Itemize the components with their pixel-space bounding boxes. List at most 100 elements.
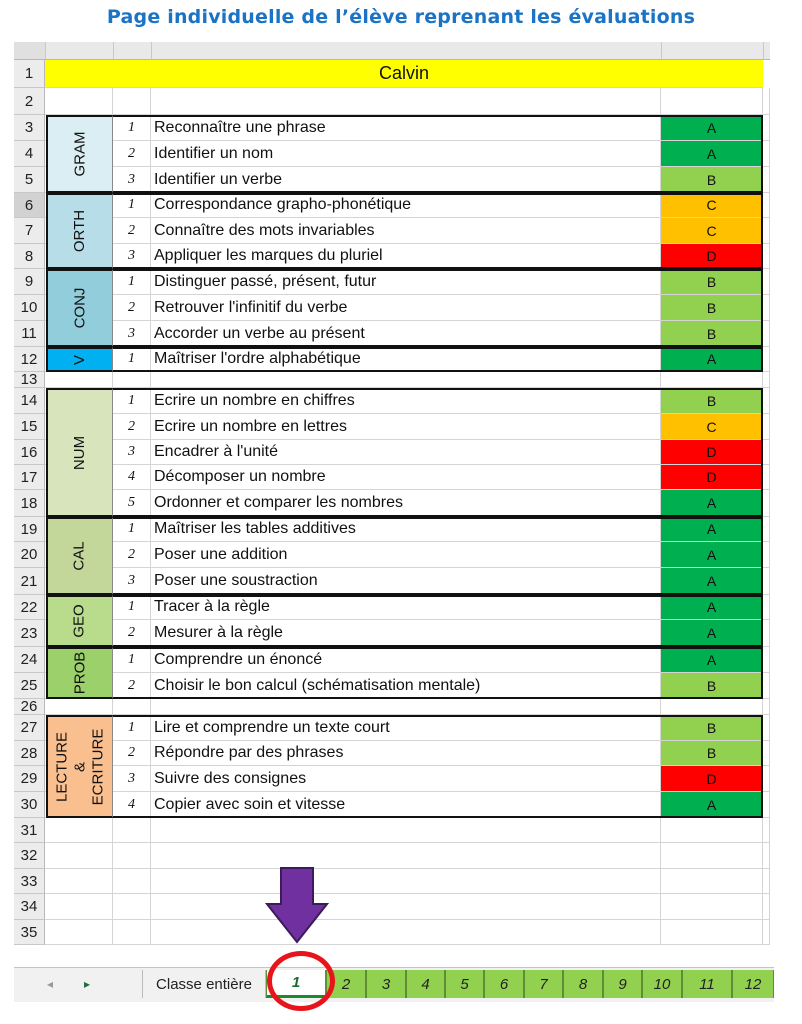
grade-cell[interactable]: D	[661, 244, 763, 269]
skill-label-cell[interactable]: Appliquer les marques du pluriel	[151, 244, 661, 269]
skill-label-cell[interactable]	[151, 699, 661, 715]
domain-label-cell[interactable]: NUM	[46, 388, 113, 517]
empty-cell[interactable]	[763, 167, 770, 193]
row-number[interactable]: 24	[14, 647, 45, 673]
empty-cell[interactable]	[763, 647, 770, 673]
domain-cell[interactable]	[45, 372, 113, 388]
empty-cell[interactable]	[763, 920, 770, 945]
skill-label-cell[interactable]	[151, 843, 661, 869]
grade-cell[interactable]: A	[661, 347, 763, 372]
row-number[interactable]: 18	[14, 490, 45, 517]
grade-cell[interactable]: A	[661, 792, 763, 818]
row-number[interactable]: 23	[14, 620, 45, 647]
item-number-cell[interactable]: 2	[113, 673, 151, 699]
item-number-cell[interactable]	[113, 372, 151, 388]
grade-cell[interactable]: A	[661, 620, 763, 647]
item-number-cell[interactable]: 1	[113, 347, 151, 372]
item-number-cell[interactable]: 1	[113, 517, 151, 542]
tab-sheet-4[interactable]: 4	[406, 970, 445, 998]
item-number-cell[interactable]: 3	[113, 321, 151, 347]
row-number[interactable]: 12	[14, 347, 45, 372]
item-number-cell[interactable]: 2	[113, 620, 151, 647]
grade-cell[interactable]	[661, 818, 763, 843]
skill-label-cell[interactable]: Ecrire un nombre en lettres	[151, 414, 661, 440]
grade-cell[interactable]: B	[661, 741, 763, 766]
item-number-cell[interactable]: 1	[113, 269, 151, 295]
grade-cell[interactable]: D	[661, 440, 763, 465]
grade-cell[interactable]: A	[661, 517, 763, 542]
empty-cell[interactable]	[763, 372, 770, 388]
empty-cell[interactable]	[763, 699, 770, 715]
grade-cell[interactable]: A	[661, 141, 763, 167]
empty-cell[interactable]	[763, 388, 770, 414]
grade-cell[interactable]: D	[661, 766, 763, 792]
row-number[interactable]: 29	[14, 766, 45, 792]
skill-label-cell[interactable]: Suivre des consignes	[151, 766, 661, 792]
domain-cell[interactable]	[45, 920, 113, 945]
empty-cell[interactable]	[763, 894, 770, 920]
row-number[interactable]: 27	[14, 715, 45, 741]
item-number-cell[interactable]: 2	[113, 542, 151, 568]
row-number[interactable]: 9	[14, 269, 45, 295]
empty-cell[interactable]	[763, 595, 770, 620]
item-number-cell[interactable]	[113, 920, 151, 945]
tab-classe-entiere[interactable]: Classe entière	[142, 970, 266, 998]
skill-label-cell[interactable]: Identifier un nom	[151, 141, 661, 167]
row-number[interactable]: 28	[14, 741, 45, 766]
domain-label-cell[interactable]: CONJ	[46, 269, 113, 347]
empty-cell[interactable]	[763, 818, 770, 843]
empty-cell[interactable]	[763, 347, 770, 372]
skill-label-cell[interactable]: Répondre par des phrases	[151, 741, 661, 766]
row-number[interactable]: 6	[14, 193, 45, 218]
grade-cell[interactable]: B	[661, 673, 763, 699]
skill-label-cell[interactable]	[151, 372, 661, 388]
skill-label-cell[interactable]: Maîtriser l'ordre alphabétique	[151, 347, 661, 372]
empty-cell[interactable]	[763, 568, 770, 595]
grade-cell[interactable]: D	[661, 465, 763, 490]
item-number-cell[interactable]	[113, 818, 151, 843]
empty-cell[interactable]	[763, 193, 770, 218]
empty-cell[interactable]	[763, 414, 770, 440]
item-number-cell[interactable]: 1	[113, 715, 151, 741]
grade-cell[interactable]: A	[661, 595, 763, 620]
empty-cell[interactable]	[763, 321, 770, 347]
item-number-cell[interactable]: 2	[113, 741, 151, 766]
row-number[interactable]: 11	[14, 321, 45, 347]
tab-sheet-3[interactable]: 3	[366, 970, 406, 998]
tab-sheet-12[interactable]: 12	[732, 970, 774, 998]
empty-cell[interactable]	[763, 465, 770, 490]
tab-sheet-11[interactable]: 11	[682, 970, 732, 998]
empty-cell[interactable]	[763, 218, 770, 244]
skill-label-cell[interactable]: Connaître des mots invariables	[151, 218, 661, 244]
item-number-cell[interactable]: 1	[113, 647, 151, 673]
grade-cell[interactable]: C	[661, 193, 763, 218]
item-number-cell[interactable]: 1	[113, 193, 151, 218]
row-number[interactable]: 5	[14, 167, 45, 193]
item-number-cell[interactable]: 1	[113, 595, 151, 620]
domain-cell[interactable]	[45, 818, 113, 843]
empty-cell[interactable]	[763, 88, 770, 115]
grade-cell[interactable]: A	[661, 647, 763, 673]
grade-cell[interactable]: A	[661, 115, 763, 141]
skill-label-cell[interactable]: Décomposer un nombre	[151, 465, 661, 490]
tab-sheet-8[interactable]: 8	[563, 970, 603, 998]
empty-cell[interactable]	[763, 517, 770, 542]
grade-cell[interactable]	[661, 372, 763, 388]
grade-cell[interactable]: C	[661, 218, 763, 244]
skill-label-cell[interactable]: Mesurer à la règle	[151, 620, 661, 647]
domain-cell[interactable]	[45, 88, 113, 115]
grade-cell[interactable]	[661, 869, 763, 894]
grade-cell[interactable]: B	[661, 269, 763, 295]
empty-cell[interactable]	[763, 244, 770, 269]
empty-cell[interactable]	[763, 490, 770, 517]
empty-cell[interactable]	[763, 792, 770, 818]
item-number-cell[interactable]: 3	[113, 244, 151, 269]
domain-label-cell[interactable]: ORTH	[46, 193, 113, 269]
empty-cell[interactable]	[763, 141, 770, 167]
domain-label-cell[interactable]: GRAM	[46, 115, 113, 193]
item-number-cell[interactable]: 1	[113, 115, 151, 141]
row-number[interactable]: 34	[14, 894, 45, 920]
item-number-cell[interactable]: 2	[113, 414, 151, 440]
row-number[interactable]: 31	[14, 818, 45, 843]
empty-cell[interactable]	[763, 440, 770, 465]
